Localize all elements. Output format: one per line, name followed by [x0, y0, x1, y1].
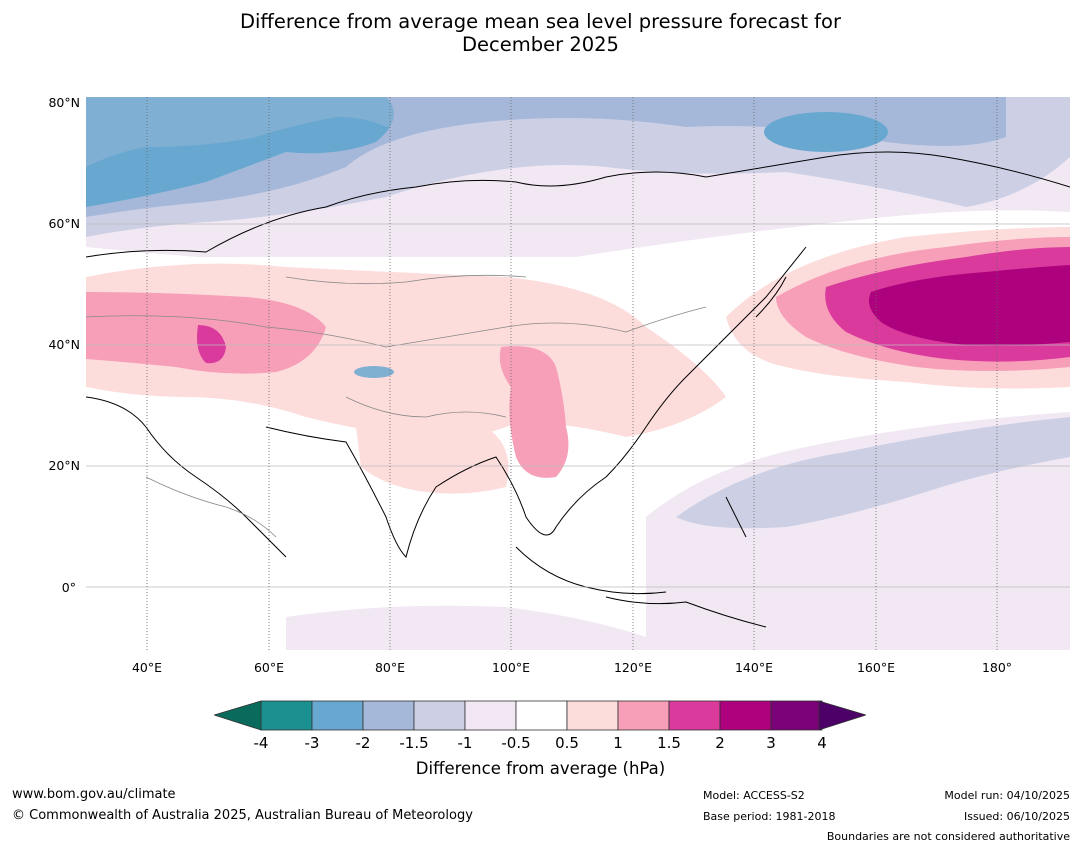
colorbar: [214, 700, 866, 731]
colorbar-under-arrow: [214, 700, 262, 731]
lon-label-60e: 60°E: [253, 660, 285, 675]
arctic-dark-blue-west: [86, 97, 394, 207]
colorbar-cell: [719, 700, 772, 731]
colorbar-tick-label: 2: [715, 734, 725, 752]
colorbar-tick-label: 0.5: [555, 734, 579, 752]
lat-label-60n: 60°N: [48, 216, 80, 231]
lon-label-80e: 80°E: [374, 660, 406, 675]
colorbar-cell: [413, 700, 466, 731]
country-boundaries: [86, 274, 707, 538]
india-light-pink: [356, 422, 509, 494]
colorbar-cell: [362, 700, 415, 731]
pacific-dark-magenta: [868, 265, 1070, 346]
colorbar-tick-label: -3: [304, 734, 320, 752]
boundaries-disclaimer: Boundaries are not considered authoritat…: [826, 830, 1070, 843]
south-lavender-area: [676, 417, 1070, 529]
arctic-dark-blue-east: [764, 112, 888, 152]
colorbar-cell: [515, 700, 568, 731]
lon-label-180: 180°: [981, 660, 1013, 675]
lon-label-100e: 100°E: [491, 660, 530, 675]
southwest-lilac: [286, 605, 646, 650]
coastlines: [86, 151, 1070, 628]
base-period: Base period: 1981-2018: [703, 810, 836, 823]
lon-label-160e: 160°E: [856, 660, 895, 675]
copyright-text: © Commonwealth of Australia 2025, Austra…: [12, 808, 473, 823]
lat-label-40n: 40°N: [48, 337, 80, 352]
arctic-dark-blue-edge: [86, 97, 446, 167]
longitude-gridlines: [146, 97, 998, 650]
colorbar-over-arrow: [818, 700, 866, 731]
latitude-gridlines: [86, 223, 1070, 588]
colorbar-tick-label: 1.5: [657, 734, 681, 752]
model-run-date: Model run: 04/10/2025: [944, 789, 1070, 802]
colorbar-tick-label: 3: [766, 734, 776, 752]
colorbar-cell: [617, 700, 670, 731]
lat-label-80n: 80°N: [48, 95, 80, 110]
lat-label-20n: 20°N: [48, 458, 80, 473]
caspian-magenta: [197, 325, 226, 364]
colorbar-tick-label: -1.5: [399, 734, 429, 752]
colorbar-cell: [770, 700, 823, 731]
colorbar-cell: [311, 700, 364, 731]
colorbar-cell: [668, 700, 721, 731]
lon-label-40e: 40°E: [131, 660, 163, 675]
lat-label-0: 0°: [61, 580, 76, 595]
china-pink: [499, 346, 569, 478]
lon-label-120e: 120°E: [613, 660, 652, 675]
colorbar-label: Difference from average (hPa): [415, 759, 666, 778]
title-line-2: December 2025: [462, 33, 619, 56]
website-link[interactable]: www.bom.gov.au/climate: [12, 787, 176, 802]
colorbar-tick-label: -2: [355, 734, 371, 752]
colorbar-tick-label: -4: [253, 734, 269, 752]
pressure-anomaly-map: [86, 97, 1070, 650]
colorbar-cell: [566, 700, 619, 731]
issued-date: Issued: 06/10/2025: [963, 810, 1070, 823]
colorbar-tick-label: 4: [817, 734, 827, 752]
chart-title: Difference from average mean sea level p…: [0, 10, 1081, 56]
colorbar-cells: [260, 700, 823, 731]
lon-label-140e: 140°E: [734, 660, 773, 675]
model-name: Model: ACCESS-S2: [703, 789, 805, 802]
colorbar-cell: [464, 700, 517, 731]
colorbar-cell: [260, 700, 313, 731]
colorbar-tick-label: 1: [613, 734, 623, 752]
himalaya-blue-patch: [354, 366, 394, 378]
title-line-1: Difference from average mean sea level p…: [240, 10, 841, 33]
colorbar-tick-label: -0.5: [501, 734, 531, 752]
colorbar-tick-label: -1: [457, 734, 473, 752]
